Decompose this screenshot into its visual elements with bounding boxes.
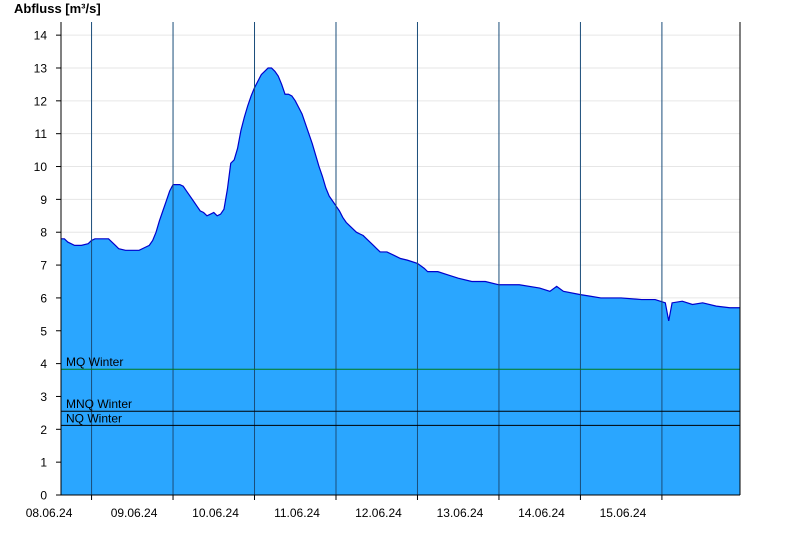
y-tick-label: 2 bbox=[40, 423, 47, 437]
axis-layer bbox=[56, 22, 741, 500]
discharge-line bbox=[61, 67, 740, 322]
discharge-area bbox=[61, 67, 740, 496]
reference-line-label: MNQ Winter bbox=[66, 397, 132, 411]
y-tick-label: 12 bbox=[34, 94, 48, 108]
y-axis-title: Abfluss [m³/s] bbox=[14, 1, 101, 16]
x-tick-label: 10.06.24 bbox=[192, 506, 239, 520]
series-area-layer bbox=[61, 67, 740, 496]
x-tick-label: 08.06.24 bbox=[26, 506, 73, 520]
reference-line-label: MQ Winter bbox=[66, 355, 123, 369]
y-tick-label: 8 bbox=[40, 226, 47, 240]
y-tick-label: 7 bbox=[40, 259, 47, 273]
day-boundary-layer bbox=[91, 22, 663, 495]
y-tick-label: 5 bbox=[40, 324, 47, 338]
y-tick-label: 6 bbox=[40, 291, 47, 305]
y-tick-label: 9 bbox=[40, 193, 47, 207]
x-tick-label: 09.06.24 bbox=[111, 506, 158, 520]
x-tick-label: 14.06.24 bbox=[518, 506, 565, 520]
x-tick-label: 12.06.24 bbox=[355, 506, 402, 520]
y-tick-label: 10 bbox=[34, 160, 48, 174]
x-tick-label: 13.06.24 bbox=[437, 506, 484, 520]
y-tick-label: 0 bbox=[40, 489, 47, 503]
y-tick-label: 14 bbox=[34, 29, 48, 43]
y-tick-label: 4 bbox=[40, 357, 47, 371]
x-tick-label: 11.06.24 bbox=[274, 506, 320, 520]
y-tick-label: 1 bbox=[40, 456, 47, 470]
reference-line-label: NQ Winter bbox=[66, 411, 122, 425]
y-tick-label: 3 bbox=[40, 390, 47, 404]
y-tick-label: 13 bbox=[34, 61, 48, 75]
y-tick-label: 11 bbox=[35, 127, 48, 141]
x-tick-label: 15.06.24 bbox=[600, 506, 647, 520]
